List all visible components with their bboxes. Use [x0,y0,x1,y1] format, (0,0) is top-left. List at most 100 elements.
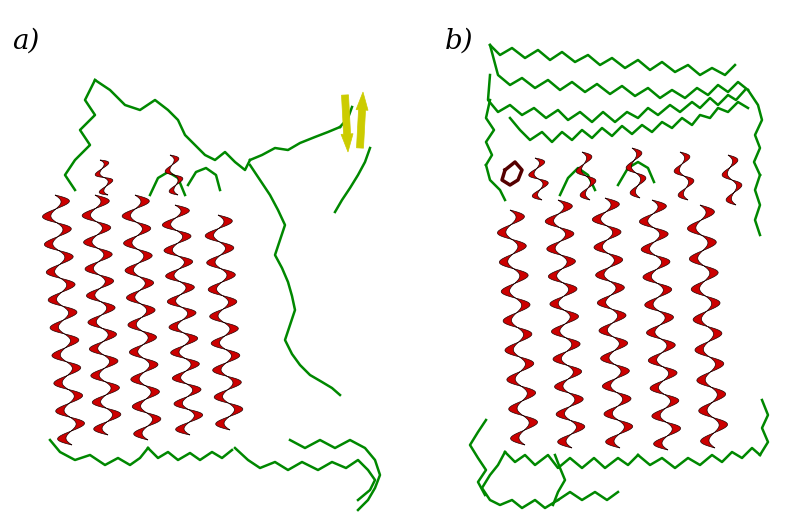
Polygon shape [565,338,580,351]
Polygon shape [101,302,115,315]
Polygon shape [547,241,561,255]
Polygon shape [187,384,201,397]
Polygon shape [691,281,706,296]
Polygon shape [701,433,715,448]
Polygon shape [549,269,563,283]
Polygon shape [136,222,151,236]
Polygon shape [662,366,677,380]
Polygon shape [538,179,549,189]
Polygon shape [703,266,719,281]
Polygon shape [142,331,156,345]
Polygon shape [127,290,141,304]
Polygon shape [100,160,109,169]
Polygon shape [94,421,108,435]
Polygon shape [652,408,666,422]
Polygon shape [104,177,113,186]
Polygon shape [96,222,111,235]
Polygon shape [54,376,68,389]
Text: b): b) [445,28,474,55]
Polygon shape [645,297,659,311]
Polygon shape [129,345,144,358]
Polygon shape [125,263,140,277]
Polygon shape [141,304,155,318]
Polygon shape [699,402,713,418]
Polygon shape [185,358,200,371]
Polygon shape [92,395,107,408]
Polygon shape [48,292,63,306]
Polygon shape [135,195,149,209]
Polygon shape [557,434,572,448]
Polygon shape [582,152,592,164]
Polygon shape [47,265,61,278]
Polygon shape [58,431,72,445]
Polygon shape [661,339,675,353]
Polygon shape [95,169,104,177]
Polygon shape [710,357,724,372]
Polygon shape [521,386,536,401]
Polygon shape [639,214,654,228]
Polygon shape [99,275,114,289]
Polygon shape [594,240,609,254]
Polygon shape [107,408,121,421]
Polygon shape [214,390,229,403]
Polygon shape [601,351,615,365]
Polygon shape [596,267,610,281]
Polygon shape [529,169,538,179]
Polygon shape [83,235,98,248]
Polygon shape [178,256,192,269]
Polygon shape [565,310,578,324]
Polygon shape [576,164,586,176]
Polygon shape [225,349,240,363]
Polygon shape [57,223,71,237]
Polygon shape [597,295,612,309]
Polygon shape [145,386,160,399]
Polygon shape [695,342,710,357]
Polygon shape [98,248,112,262]
Polygon shape [563,283,577,296]
Polygon shape [50,320,64,334]
Polygon shape [102,329,116,342]
Polygon shape [728,155,738,168]
Polygon shape [138,250,152,263]
Polygon shape [648,353,662,366]
Polygon shape [180,282,194,294]
Polygon shape [164,243,178,256]
Polygon shape [87,289,101,302]
Polygon shape [162,218,176,230]
Polygon shape [523,416,537,430]
Polygon shape [684,176,694,188]
FancyArrow shape [341,95,353,152]
Polygon shape [122,209,136,222]
Polygon shape [570,420,585,434]
Polygon shape [68,389,83,403]
Polygon shape [626,160,636,173]
Polygon shape [554,379,569,393]
Polygon shape [567,365,581,379]
Polygon shape [169,185,178,195]
Polygon shape [61,278,75,292]
Polygon shape [678,188,688,200]
Polygon shape [520,357,534,372]
Polygon shape [505,342,520,357]
Polygon shape [55,403,70,417]
Polygon shape [174,175,183,185]
Polygon shape [658,283,672,297]
Polygon shape [664,394,678,408]
Polygon shape [67,362,81,376]
Polygon shape [702,236,716,251]
Polygon shape [706,296,720,311]
Polygon shape [211,336,225,349]
Polygon shape [221,269,235,282]
Polygon shape [693,311,707,326]
Polygon shape [168,294,182,307]
Polygon shape [147,413,161,427]
Polygon shape [630,185,640,198]
Polygon shape [674,164,684,176]
Polygon shape [43,209,57,223]
Polygon shape [511,430,525,445]
Polygon shape [711,387,726,402]
Polygon shape [659,311,674,325]
Polygon shape [500,254,514,269]
Polygon shape [176,230,191,243]
Polygon shape [533,189,542,200]
